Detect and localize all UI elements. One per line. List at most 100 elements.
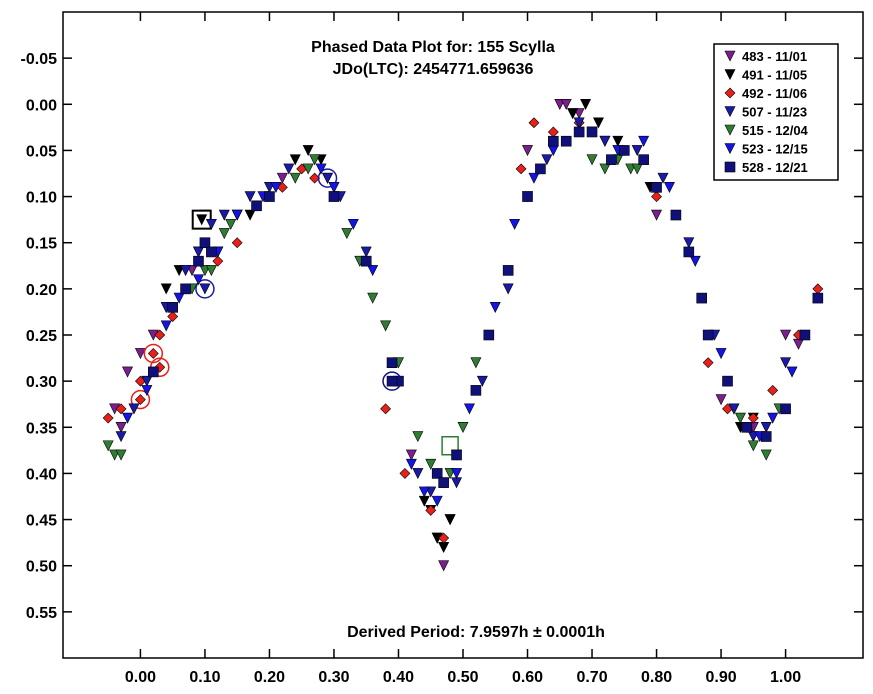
data-point bbox=[167, 302, 178, 313]
data-point bbox=[457, 421, 469, 433]
data-point bbox=[548, 135, 559, 147]
data-point bbox=[741, 421, 753, 433]
data-point bbox=[289, 172, 301, 184]
data-point bbox=[631, 145, 643, 157]
data-point bbox=[663, 182, 675, 194]
highlight-circle bbox=[143, 343, 164, 364]
y-tick-label: 0.15 bbox=[26, 236, 57, 253]
legend-marker bbox=[724, 124, 736, 136]
data-point bbox=[115, 449, 127, 461]
data-point bbox=[193, 255, 204, 267]
highlight-circle bbox=[130, 389, 151, 410]
data-point bbox=[651, 182, 662, 193]
x-tick-label: 0.80 bbox=[641, 669, 672, 686]
data-point bbox=[651, 191, 662, 202]
data-point bbox=[592, 117, 604, 129]
x-tick-label: 0.20 bbox=[254, 669, 285, 686]
x-tick-label: 0.00 bbox=[125, 669, 156, 686]
legend-label: 515 - 12/04 bbox=[742, 123, 809, 138]
data-point bbox=[786, 366, 798, 378]
data-point bbox=[192, 274, 204, 286]
data-point bbox=[573, 117, 585, 129]
legend-marker bbox=[724, 69, 736, 81]
data-point bbox=[438, 477, 449, 488]
data-point bbox=[489, 302, 501, 313]
data-point bbox=[264, 191, 275, 202]
data-point bbox=[535, 163, 546, 175]
data-point bbox=[192, 246, 204, 258]
data-point bbox=[328, 182, 340, 194]
data-point bbox=[115, 403, 127, 415]
data-point bbox=[767, 412, 779, 424]
data-point bbox=[683, 246, 695, 258]
data-point bbox=[599, 163, 611, 175]
data-point bbox=[380, 403, 392, 415]
y-tick-label: 0.45 bbox=[26, 513, 57, 530]
data-point bbox=[560, 98, 572, 110]
x-tick-label: 0.30 bbox=[318, 669, 349, 686]
legend-box bbox=[713, 43, 839, 181]
data-point bbox=[315, 163, 327, 175]
data-point bbox=[122, 366, 134, 378]
data-point bbox=[180, 283, 191, 295]
data-point bbox=[270, 182, 282, 194]
data-point bbox=[122, 412, 134, 424]
x-tick-label: 0.90 bbox=[705, 669, 736, 686]
data-point bbox=[225, 218, 237, 230]
data-point bbox=[702, 357, 714, 369]
data-point bbox=[347, 218, 359, 230]
data-point bbox=[115, 431, 127, 443]
data-point bbox=[702, 329, 714, 341]
data-point bbox=[141, 385, 153, 397]
data-point bbox=[302, 145, 314, 157]
y-tick-label: 0.00 bbox=[26, 97, 57, 114]
data-points bbox=[102, 98, 824, 572]
data-point bbox=[134, 394, 146, 406]
data-point bbox=[696, 292, 708, 304]
data-point bbox=[580, 98, 592, 110]
data-point bbox=[451, 468, 463, 480]
data-point bbox=[102, 412, 114, 424]
x-tick-label: 0.50 bbox=[447, 669, 478, 686]
data-point bbox=[244, 209, 256, 221]
legend-marker bbox=[724, 106, 736, 118]
data-point bbox=[412, 468, 424, 480]
data-point bbox=[541, 154, 553, 166]
data-point bbox=[670, 209, 682, 221]
chart-subtitle: JDo(LTC): 2454771.659636 bbox=[333, 61, 534, 78]
legend: 483 - 11/01 491 - 11/05 492 - 11/06 507 - 1… bbox=[713, 43, 839, 181]
y-tick-label: 0.20 bbox=[26, 282, 57, 299]
data-point bbox=[683, 237, 695, 249]
data-point bbox=[425, 504, 437, 516]
data-point bbox=[134, 348, 146, 360]
data-point bbox=[651, 209, 663, 221]
data-point bbox=[180, 265, 192, 277]
data-point bbox=[476, 375, 488, 387]
data-point bbox=[431, 468, 443, 479]
data-point bbox=[302, 163, 314, 175]
data-point bbox=[528, 172, 540, 184]
data-point bbox=[438, 560, 450, 572]
data-point bbox=[509, 218, 521, 230]
data-point bbox=[322, 172, 334, 184]
data-point bbox=[276, 172, 288, 184]
data-point bbox=[399, 468, 411, 479]
data-point bbox=[599, 135, 611, 147]
data-point bbox=[722, 375, 733, 387]
data-point bbox=[115, 421, 127, 433]
chart-title: Phased Data Plot for: 155 Scylla bbox=[311, 39, 555, 56]
data-point bbox=[728, 403, 740, 415]
data-point bbox=[160, 320, 172, 332]
data-point bbox=[309, 154, 321, 166]
data-point bbox=[199, 283, 211, 295]
data-point bbox=[567, 108, 579, 120]
data-point bbox=[425, 458, 437, 470]
data-point bbox=[612, 135, 624, 147]
data-point bbox=[631, 163, 643, 175]
data-point bbox=[218, 209, 230, 221]
highlight-circle bbox=[195, 279, 215, 299]
x-axis-ticks: 0.00 0.10 0.20 0.30 0.40 0.50 0.60 0.70 0.80 0.90… bbox=[125, 12, 801, 686]
data-point bbox=[167, 311, 179, 322]
legend-marker bbox=[724, 143, 736, 155]
